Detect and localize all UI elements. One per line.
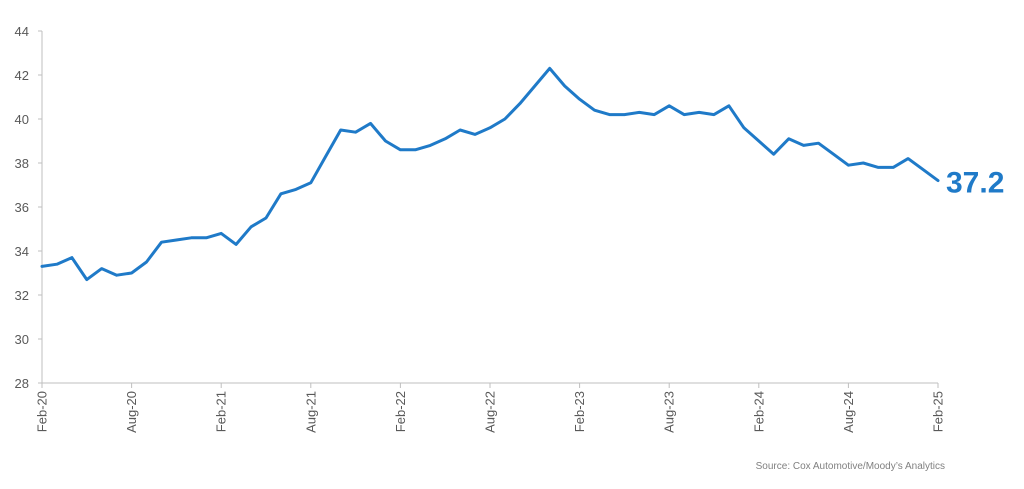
x-tick-label: Aug-20 (124, 391, 139, 433)
series-line (40, 66, 940, 282)
y-tick-label: 30 (15, 332, 29, 347)
x-tick-label: Feb-25 (931, 391, 946, 432)
y-tick-label: 32 (15, 288, 29, 303)
x-tick-label: Aug-22 (483, 391, 498, 433)
y-tick-label: 34 (15, 244, 29, 259)
x-tick-label: Feb-20 (35, 391, 50, 432)
y-tick-label: 44 (15, 24, 29, 39)
source-note: Source: Cox Automotive/Moody’s Analytics (755, 461, 945, 472)
y-tick-label: 36 (15, 200, 29, 215)
x-tick-label: Feb-21 (214, 391, 229, 432)
x-tick-label: Feb-22 (393, 391, 408, 432)
series-group (40, 66, 940, 282)
y-tick-label: 42 (15, 68, 29, 83)
x-axis-tick-labels: Feb-20 Aug-20 Feb-21 Aug-21 Feb-22 Aug-22 Feb-… (35, 391, 946, 433)
y-axis-tick-labels: 28 30 32 34 36 38 40 42 44 (15, 24, 29, 391)
x-tick-label: Aug-23 (662, 391, 677, 433)
y-tick-label: 38 (15, 156, 29, 171)
x-tick-label: Aug-24 (841, 391, 856, 433)
end-value-label: 37.2 (946, 167, 1004, 200)
x-tick-label: Feb-24 (751, 391, 766, 432)
x-tick-label: Aug-21 (303, 391, 318, 433)
y-tick-label: 40 (15, 112, 29, 127)
x-tick-label: Feb-23 (572, 391, 587, 432)
y-tick-label: 28 (15, 376, 29, 391)
chart-axes (38, 30, 939, 388)
